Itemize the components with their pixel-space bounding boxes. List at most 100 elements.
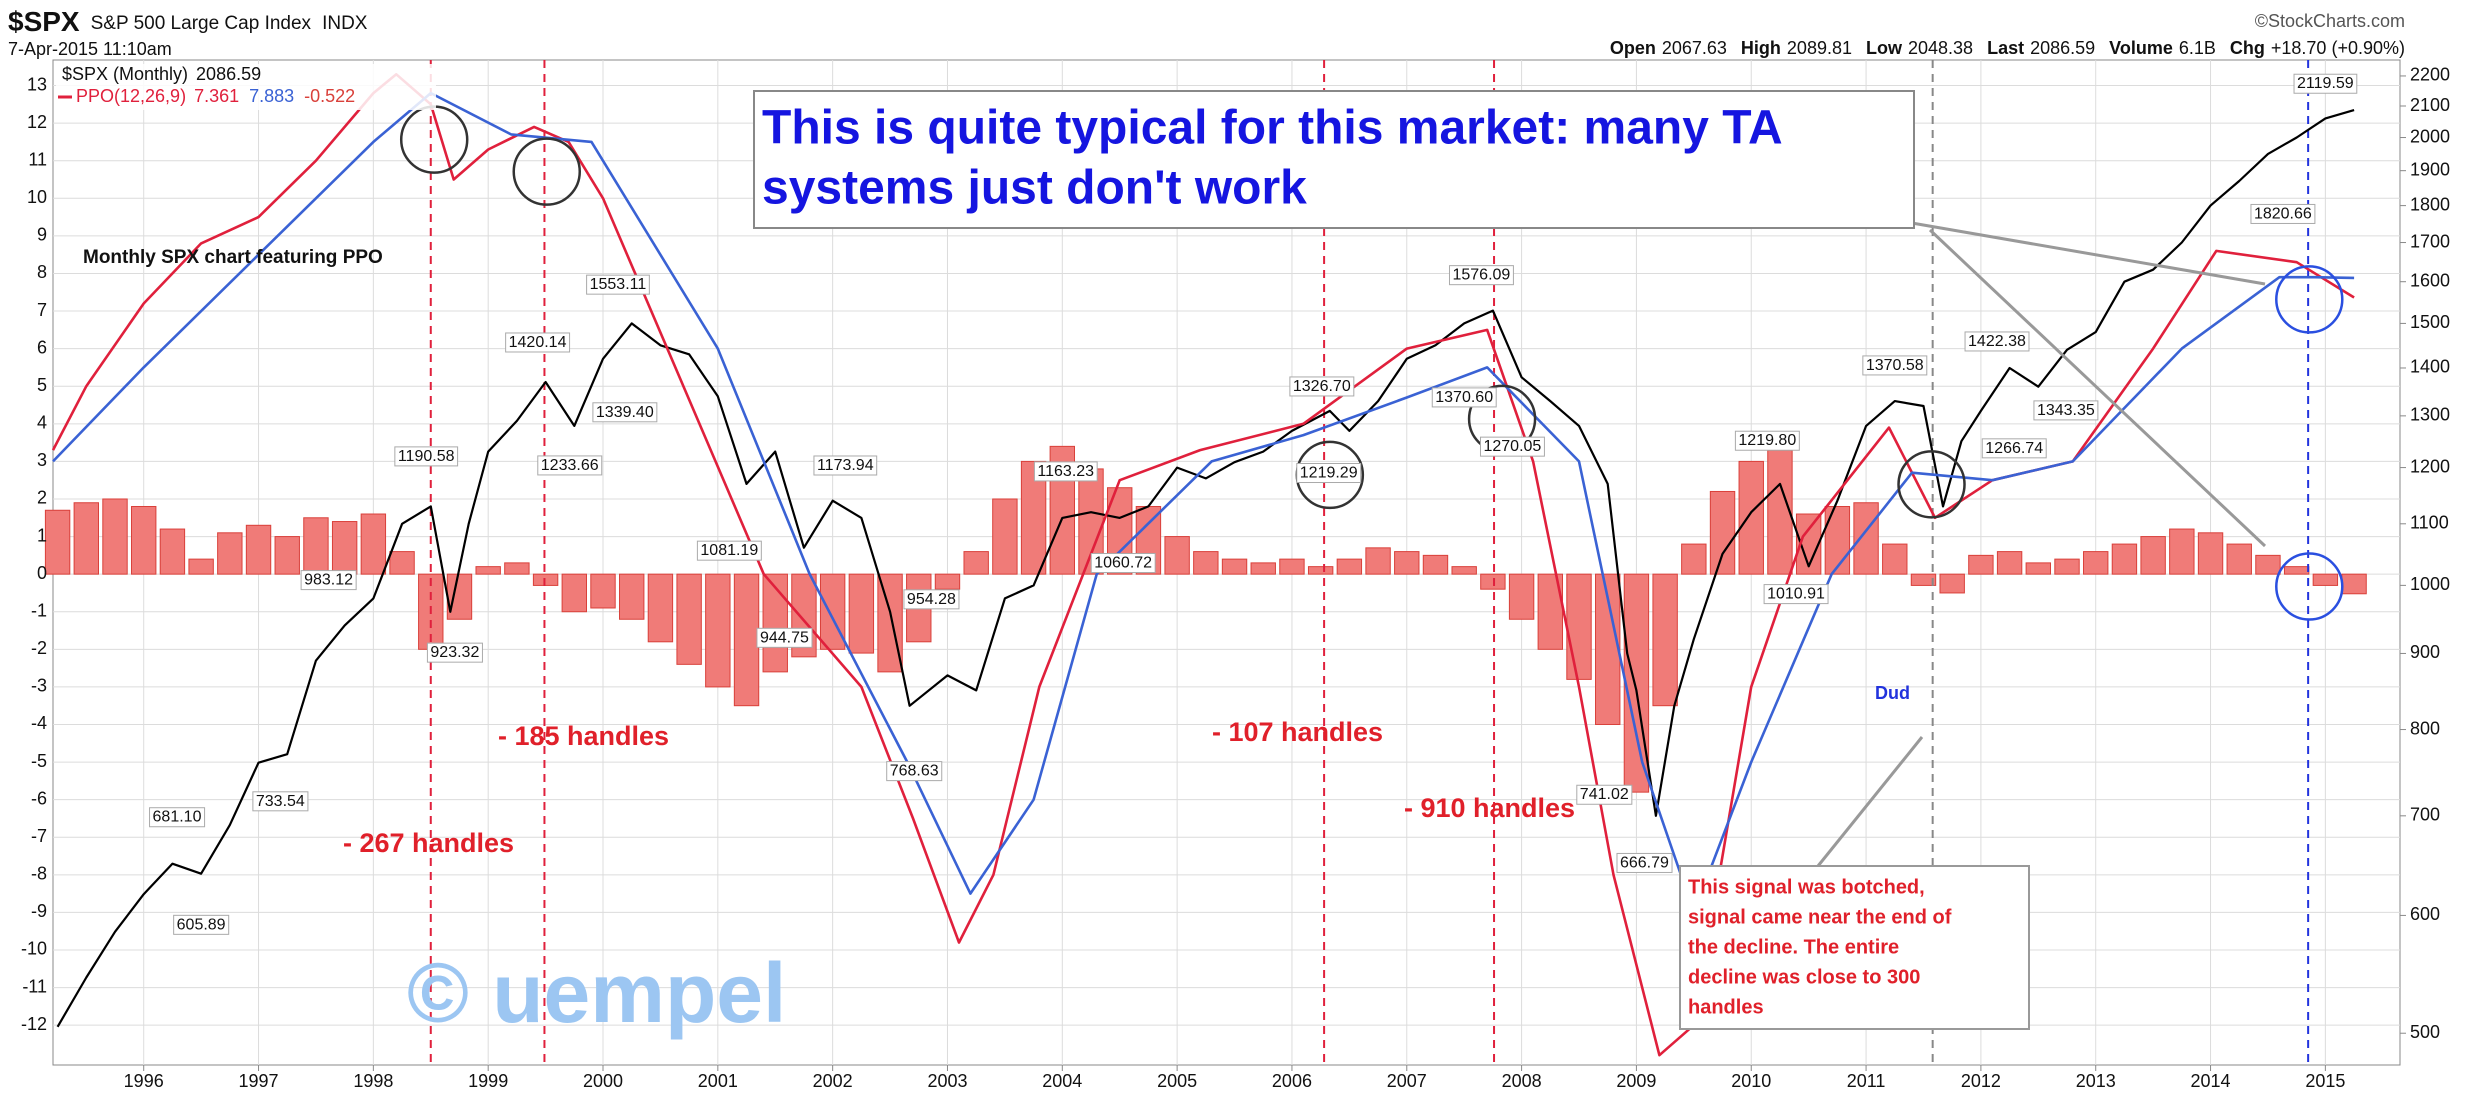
histogram-bar [1279,558,1305,575]
stat-label: Low [1866,38,1903,58]
price-label: 1266.74 [1981,438,2047,459]
histogram-bar [475,566,501,575]
y2-tick-label: 1700 [2410,231,2450,251]
price-label-box [1763,584,1829,605]
legend-value: 7.361 [194,86,239,106]
price-label-text: 1820.66 [2254,205,2312,222]
price-label-box [2250,203,2316,224]
y-tick-label: -1 [31,600,47,620]
x-tick-label: 2010 [1731,1071,1771,1091]
headline-box [753,90,1915,229]
price-label: 1370.60 [1431,387,1497,408]
y2-tick-label: 1200 [2410,456,2450,476]
note-line: handles [1688,996,1764,1018]
y-tick-label: -11 [22,976,47,996]
x-tick-label: 2005 [1157,1071,1197,1091]
price-label: 1343.35 [2033,400,2099,421]
price-label-text: 681.10 [153,809,202,826]
histogram-bar [1767,449,1793,575]
y2-tick-label: 1900 [2410,159,2450,179]
price-label: 2119.59 [2293,73,2358,94]
histogram-bar [1738,460,1764,575]
dud-note: Dud [1875,683,1910,703]
price-label-text: 1081.19 [700,542,758,559]
legend-name: $SPX (Monthly) [62,64,188,84]
price-label-text: 1060.72 [1094,555,1152,572]
stat-value: 2089.81 [1787,38,1852,58]
y2-tick-label: 1800 [2410,194,2450,214]
y-tick-label: 4 [37,413,47,433]
price-label-text: 1553.11 [590,276,647,293]
x-tick-label: 2001 [698,1071,738,1091]
price-label-text: 1190.58 [398,448,455,465]
price-label-box [2293,73,2358,94]
legend-value: 2086.59 [196,64,261,84]
x-tick-label: 2003 [927,1071,967,1091]
x-tick-label: 2007 [1387,1071,1427,1091]
histogram-bar [73,502,99,575]
x-tick-label: 1997 [239,1071,279,1091]
price-label-text: 1173.94 [817,457,874,474]
y-tick-label: -4 [31,713,47,733]
histogram-bar [619,573,645,620]
histogram-bar [188,558,214,575]
histogram-bar [762,573,788,673]
histogram-bar [647,573,674,643]
price-label: 1163.23 [1033,461,1098,482]
note-line: decline was close to 300 [1688,966,1920,988]
y-tick-label: -6 [31,788,47,808]
price-label-box [173,914,230,935]
price-label-text: 1010.91 [1767,586,1825,603]
price-label-box [1431,387,1497,408]
price-label-box [696,540,762,561]
price-label-box [394,446,459,467]
price-label: 1553.11 [586,274,650,295]
price-label-box [1734,430,1800,451]
histogram-bar [2197,532,2224,575]
histogram-bar [245,524,272,575]
y-tick-label: 13 [27,74,47,94]
series-line [52,91,2355,914]
price-label-box [2033,400,2099,421]
price-label-box [756,627,813,648]
stats: Open 2067.63 High 2089.81 Low 2048.38 Last 2086… [1610,38,2405,58]
y-tick-label: -12 [21,1014,47,1034]
price-label-box [1448,265,1514,286]
stat-value: 6.1B [2179,38,2216,58]
x-tick-label: 2015 [2305,1071,2345,1091]
histogram-bar [1652,573,1678,707]
histogram-bar [1480,573,1506,590]
stat-label: Volume [2109,38,2173,58]
histogram-bar [1365,547,1391,575]
y-tick-label: 12 [27,112,47,132]
histogram-bar [1824,505,1851,575]
price-label: 1420.14 [505,332,571,353]
note-box [1679,865,2030,1030]
x-tick-label: 2000 [583,1071,623,1091]
legend-entry: PPO(12,26,9) 7.361 7.883 -0.522 [76,86,355,106]
histogram-bar [331,521,358,575]
x-tick-label: 1998 [353,1071,393,1091]
price-label-box [1576,784,1633,805]
y2-tick-label: 1300 [2410,405,2450,425]
stat-label: High [1741,38,1781,58]
price-label: 954.28 [903,589,960,610]
note-line: This signal was botched, [1688,876,1925,898]
histogram-bar [963,551,989,575]
histogram-bar [131,505,157,575]
price-label: 1422.38 [1964,331,2030,352]
stat-value: 2086.59 [2030,38,2095,58]
histogram-bar [2226,543,2252,575]
price-label: 605.89 [173,914,230,935]
price-label-text: 1163.23 [1037,463,1094,480]
price-label-text: 1326.70 [1293,378,1351,395]
legend-entry: $SPX (Monthly) 2086.59 [62,64,261,84]
price-label-text: 666.79 [1620,854,1669,871]
series-line [56,109,2355,1028]
histogram-bar [561,573,588,613]
y2-tick-label: 700 [2410,805,2440,825]
x-tick-label: 2014 [2191,1071,2231,1091]
y-tick-label: -10 [21,939,47,959]
y-tick-label: 7 [37,300,47,320]
